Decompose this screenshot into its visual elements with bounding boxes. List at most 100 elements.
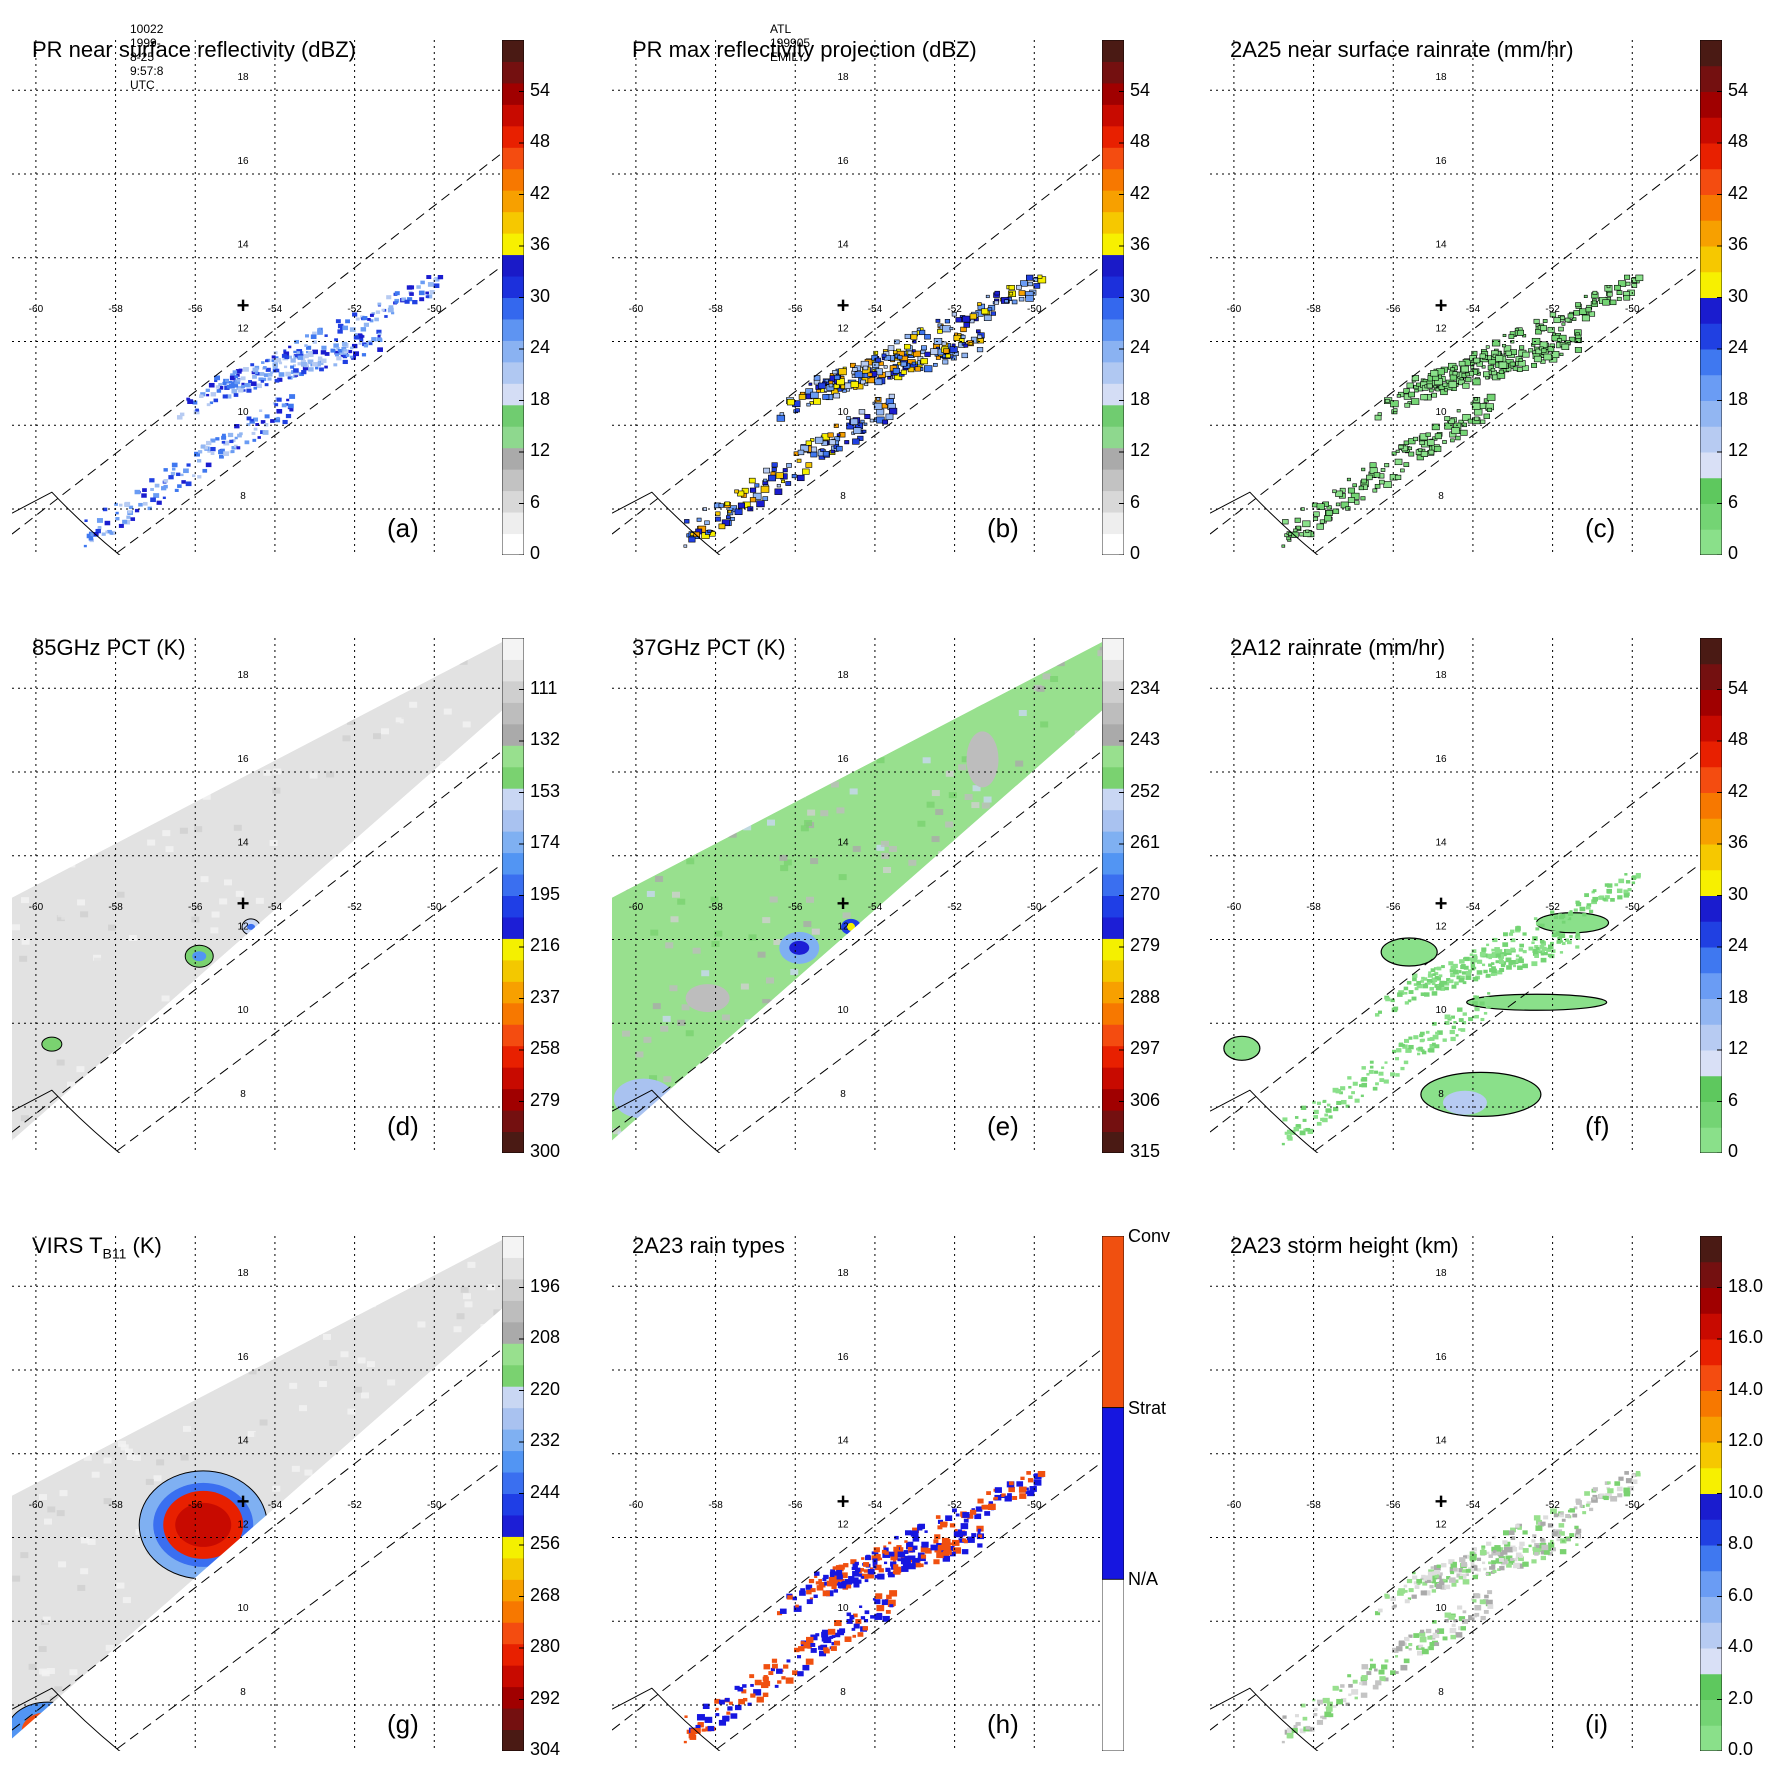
colorbar-segment <box>1700 1725 1722 1751</box>
colorbar-tick-label: 54 <box>1728 677 1749 698</box>
colorbar-segment <box>1102 1578 1124 1751</box>
colorbar-segment <box>502 1067 524 1090</box>
colorbar-segment <box>1700 1101 1722 1128</box>
lat-tick-label: 8 <box>1438 1089 1444 1100</box>
lon-tick-label: -54 <box>268 1500 283 1511</box>
colorbar-tick-label: 292 <box>530 1687 561 1708</box>
colorbar-segment <box>502 852 524 875</box>
lat-tick-label: 10 <box>1435 1603 1447 1614</box>
panel-label: (d) <box>387 1111 419 1141</box>
storm-center-marker: + <box>237 891 250 916</box>
colorbar-segment <box>502 1686 524 1709</box>
lat-tick-label: 10 <box>1435 407 1447 418</box>
lat-tick-label: 16 <box>237 1352 249 1363</box>
colorbar-tick-label: 306 <box>1130 1089 1161 1110</box>
colorbar-segment <box>502 916 524 939</box>
lon-tick-label: -56 <box>1386 304 1401 315</box>
lon-tick-label: -52 <box>1545 1500 1560 1511</box>
lon-tick-label: -50 <box>1625 304 1640 315</box>
colorbar-segment <box>1700 1596 1722 1623</box>
colorbar-tick-label: 232 <box>530 1430 561 1450</box>
colorbar-segment <box>1700 1236 1722 1263</box>
colorbar-segment <box>1102 874 1124 896</box>
lat-tick-label: 18 <box>237 1268 249 1279</box>
lat-tick-label: 12 <box>1435 921 1447 932</box>
colorbar-tick-label: 237 <box>530 986 561 1007</box>
lon-tick-label: -60 <box>629 1500 644 1511</box>
colorbar-segment <box>502 1278 524 1301</box>
precip-field <box>1281 1470 1641 1744</box>
colorbar-tick-label: 304 <box>530 1739 561 1759</box>
colorbar-tick-label: 36 <box>1728 832 1749 852</box>
colorbar-segment <box>1700 1313 1722 1340</box>
lat-tick-label: 12 <box>837 323 849 334</box>
map-plot: -60 -58 -56 -54 -52 -50 18 16 14 12 10 8 + <box>1210 638 1700 1153</box>
colorbar-segment <box>502 723 524 746</box>
colorbar-tick-label: 216 <box>530 935 561 955</box>
lat-tick-label: 16 <box>1435 1352 1447 1363</box>
colorbar-segment <box>1700 1442 1722 1469</box>
lat-tick-label: 8 <box>840 1687 846 1698</box>
lat-tick-label: 10 <box>837 1603 849 1614</box>
colorbar-segment <box>502 874 524 896</box>
lon-tick-label: -54 <box>868 1500 883 1511</box>
lat-tick-label: 8 <box>1438 491 1444 502</box>
colorbar-segment <box>502 211 524 234</box>
colorbar-segment <box>1102 1088 1124 1111</box>
colorbar-segment <box>1102 1236 1124 1409</box>
lat-tick-label: 10 <box>237 407 249 418</box>
colorbar-tick-label: 0.0 <box>1728 1739 1754 1759</box>
colorbar-segment <box>1700 143 1722 170</box>
colorbar-segment <box>1102 469 1124 492</box>
colorbar-tick-label: 6 <box>530 491 541 512</box>
colorbar-segment <box>502 981 524 1004</box>
map-grid <box>1210 1236 1700 1751</box>
lat-tick-label: 10 <box>837 1005 849 1016</box>
map-grid <box>612 40 1102 555</box>
colorbar-segment <box>1102 638 1124 660</box>
colorbar-segment <box>502 766 524 789</box>
panel-d: -60 -58 -56 -54 -52 -50 18 16 14 12 10 8 +85GHz PCT … <box>12 635 582 1161</box>
colorbar-segment <box>502 1665 524 1688</box>
lat-tick-label: 18 <box>837 72 849 83</box>
colorbar-segment <box>502 1600 524 1623</box>
panel-title: PR near surface reflectivity (dBZ) <box>32 37 356 62</box>
colorbar-tick-label: 244 <box>530 1481 561 1502</box>
map-grid <box>12 40 502 555</box>
colorbar-segment <box>502 340 524 363</box>
colorbar-segment <box>1102 1131 1124 1153</box>
colorbar-tick-label: 300 <box>530 1141 561 1161</box>
map-grid <box>612 1236 1102 1751</box>
colorbar-tick-label: 16.0 <box>1728 1327 1764 1347</box>
colorbar-segment <box>1700 1519 1722 1546</box>
map-grid <box>12 638 502 1153</box>
colorbar-segment <box>502 1110 524 1133</box>
colorbar-segment <box>1700 220 1722 247</box>
lon-tick-label: -58 <box>1306 1500 1321 1511</box>
panel-title: 37GHz PCT (K) <box>632 635 786 660</box>
colorbar-tick-label: 12 <box>1728 1038 1749 1058</box>
colorbar-segment <box>1700 1024 1722 1051</box>
colorbar-segment <box>1700 792 1722 819</box>
colorbar-segment <box>1700 715 1722 742</box>
lon-tick-label: -56 <box>188 1500 203 1511</box>
colorbar-tick-label: 24 <box>1130 337 1151 357</box>
lon-tick-label: -50 <box>427 1500 442 1511</box>
colorbar-tick-label: 258 <box>530 1038 561 1058</box>
map-plot: -60 -58 -56 -54 -52 -50 18 16 14 12 10 8 + <box>12 638 502 1153</box>
colorbar-tick-label: 0 <box>1728 543 1739 563</box>
colorbar-segment <box>1102 104 1124 127</box>
colorbar-tick-label: 18 <box>1728 986 1749 1007</box>
colorbar-segment <box>1102 404 1124 427</box>
colorbar-tick-label: 256 <box>530 1533 561 1553</box>
precip-field <box>683 274 1047 548</box>
colorbar-segment <box>1700 65 1722 92</box>
panel-b: -60 -58 -56 -54 -52 -50 18 16 14 12 10 8 + PR max ref… <box>612 37 1182 563</box>
lon-tick-label: -52 <box>347 902 362 913</box>
colorbar-tick-label: 153 <box>530 780 561 801</box>
lon-tick-label: -56 <box>1386 902 1401 913</box>
colorbar-segment <box>502 1257 524 1280</box>
colorbar <box>502 638 524 1153</box>
colorbar-segment <box>1700 1467 1722 1494</box>
header-orbit-time: 10022 1999-8-25 9:57:8 UTC <box>130 22 164 92</box>
